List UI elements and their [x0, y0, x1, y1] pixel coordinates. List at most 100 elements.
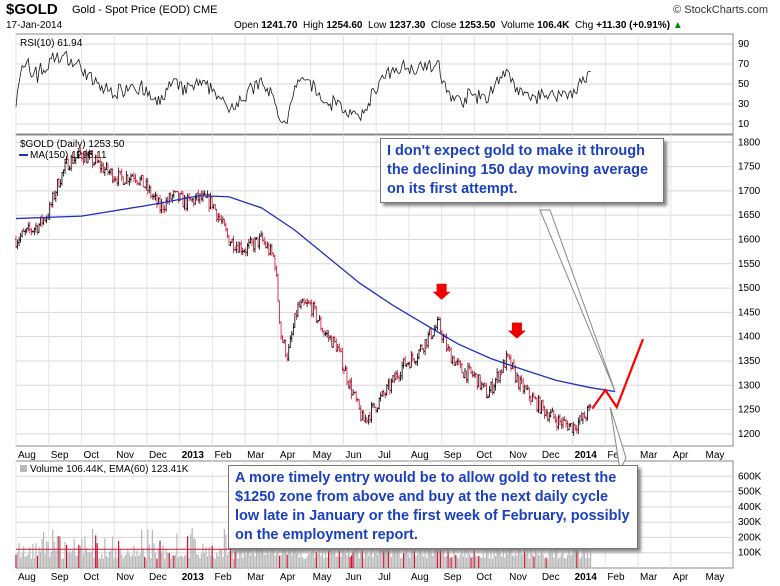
annotation-top: I don't expect gold to make it through t…: [380, 138, 664, 203]
price-x-tick-label: Oct: [83, 450, 99, 461]
price-x-tick-label: Mar: [640, 450, 658, 461]
low-value: 1237.30: [389, 20, 426, 31]
price-tick-label: 1350: [738, 356, 761, 367]
annotation-bottom-text: A more timely entry would be to allow go…: [235, 470, 630, 543]
price-x-tick-label: Dec: [149, 450, 167, 461]
chg-value: +11.30 (+0.91%): [596, 20, 671, 31]
price-x-tick-label: Apr: [280, 450, 296, 461]
volume-x-tick-label: Feb: [607, 572, 625, 583]
quote-line: Open 1241.70 High 1254.60 Low 1237.30 Cl…: [234, 20, 683, 31]
volume-x-tick-label: Mar: [247, 572, 265, 583]
brand-logo: © StockCharts.com: [673, 4, 768, 16]
chg-up-icon: ▲: [672, 20, 683, 31]
close-label: Close: [430, 20, 457, 31]
projection-line: [591, 338, 644, 410]
volume-x-tick-label: Oct: [83, 572, 99, 583]
price-tick-label: 1250: [738, 405, 761, 416]
price-x-tick-label: Feb: [607, 450, 625, 461]
volume-tick-label: 500K: [738, 487, 762, 498]
exchange: CME: [193, 4, 218, 16]
low-label: Low: [368, 20, 387, 31]
volume-x-tick-label: Apr: [280, 572, 296, 583]
price-tick-label: 1200: [738, 429, 761, 440]
price-x-tick-label: Apr: [673, 450, 689, 461]
rsi-tick-label: 50: [738, 79, 750, 90]
price-x-tick-label: Jul: [378, 450, 391, 461]
description-text: Gold - Spot Price (EOD): [72, 4, 190, 16]
volume-x-tick-label: 2014: [575, 572, 598, 583]
volume-x-tick-label: Sep: [51, 572, 69, 583]
close-value: 1253.50: [459, 20, 496, 31]
price-tick-label: 1800: [738, 137, 761, 148]
down-arrow-marker: [432, 283, 451, 300]
price-x-tick-label: Feb: [214, 450, 232, 461]
price-x-tick-label: Sep: [444, 450, 462, 461]
open-label: Open: [234, 20, 259, 31]
price-x-tick-label: Aug: [18, 450, 36, 461]
volume-x-tick-label: Jul: [378, 572, 391, 583]
price-legend: $GOLD (Daily) 1253.50: [20, 139, 125, 150]
price-tick-label: 1450: [738, 307, 761, 318]
ma-legend: MA(150) 1295.11: [30, 150, 107, 161]
volume-value: 106.4K: [537, 20, 570, 31]
open-value: 1241.70: [261, 20, 298, 31]
volume-x-tick-label: Sep: [444, 572, 462, 583]
volume-x-tick-label: Dec: [542, 572, 560, 583]
price-tick-label: 1600: [738, 234, 761, 245]
volume-label: Volume: [500, 20, 535, 31]
price-x-tick-label: Sep: [51, 450, 69, 461]
price-tick-label: 1500: [738, 283, 761, 294]
volume-x-tick-label: Jun: [345, 572, 361, 583]
price-x-tick-label: 2013: [182, 450, 205, 461]
annotation-top-text: I don't expect gold to make it through t…: [387, 143, 649, 197]
volume-tick-label: 200K: [738, 532, 762, 543]
volume-legend: Volume 106.44K, EMA(60) 123.41K: [30, 464, 189, 475]
volume-x-tick-label: May: [313, 572, 332, 583]
down-arrow-marker: [507, 322, 526, 339]
price-x-tick-label: Jun: [345, 450, 361, 461]
rsi-legend: RSI(10) 61.94: [20, 38, 83, 49]
price-x-tick-label: May: [313, 450, 332, 461]
symbol-description: Gold - Spot Price (EOD) CME: [72, 4, 218, 16]
rsi-tick-label: 70: [738, 59, 750, 70]
rsi-panel: 10 30 50 70 90 RSI(10) 61.94: [15, 33, 750, 135]
volume-x-tick-label: 2013: [182, 572, 205, 583]
volume-x-tick-label: Oct: [476, 572, 492, 583]
volume-legend-bg: [17, 462, 217, 474]
quote-date: 17-Jan-2014: [6, 20, 63, 31]
volume-tick-label: 400K: [738, 502, 762, 513]
price-x-tick-label: May: [706, 450, 725, 461]
volume-x-tick-label: May: [706, 572, 725, 583]
volume-tick-label: 600K: [738, 471, 762, 482]
volume-x-tick-label: Dec: [149, 572, 167, 583]
top-callout-pointer: [539, 209, 616, 392]
price-x-tick-label: Aug: [411, 450, 429, 461]
price-x-tick-label: Nov: [509, 450, 527, 461]
volume-x-tick-label: Mar: [640, 572, 658, 583]
price-tick-label: 1550: [738, 259, 761, 270]
rsi-tick-label: 30: [738, 99, 750, 110]
annotation-bottom: A more timely entry would be to allow go…: [228, 465, 638, 549]
volume-x-tick-label: Aug: [18, 572, 36, 583]
volume-x-tick-label: Apr: [673, 572, 689, 583]
volume-x-tick-label: Nov: [116, 572, 134, 583]
high-label: High: [302, 20, 324, 31]
bottom-callout-pointer: [609, 406, 627, 472]
volume-x-tick-label: Nov: [509, 572, 527, 583]
rsi-tick-label: 10: [738, 119, 750, 130]
volume-tick-label: 300K: [738, 517, 762, 528]
volume-x-tick-label: Feb: [214, 572, 232, 583]
price-tick-label: 1650: [738, 210, 761, 221]
price-x-tick-label: Oct: [476, 450, 492, 461]
chart-header: $GOLD Gold - Spot Price (EOD) CME 17-Jan…: [0, 0, 780, 34]
overlay-layer: [432, 209, 644, 472]
high-value: 1254.60: [326, 20, 363, 31]
price-x-tick-label: 2014: [575, 450, 598, 461]
chg-label: Chg: [574, 20, 594, 31]
volume-legend-swatch: [20, 465, 27, 472]
volume-tick-label: 100K: [738, 548, 762, 559]
price-x-tick-label: Nov: [116, 450, 134, 461]
rsi-line: [15, 50, 591, 124]
rsi-tick-label: 90: [738, 39, 750, 50]
price-tick-label: 1700: [738, 186, 761, 197]
